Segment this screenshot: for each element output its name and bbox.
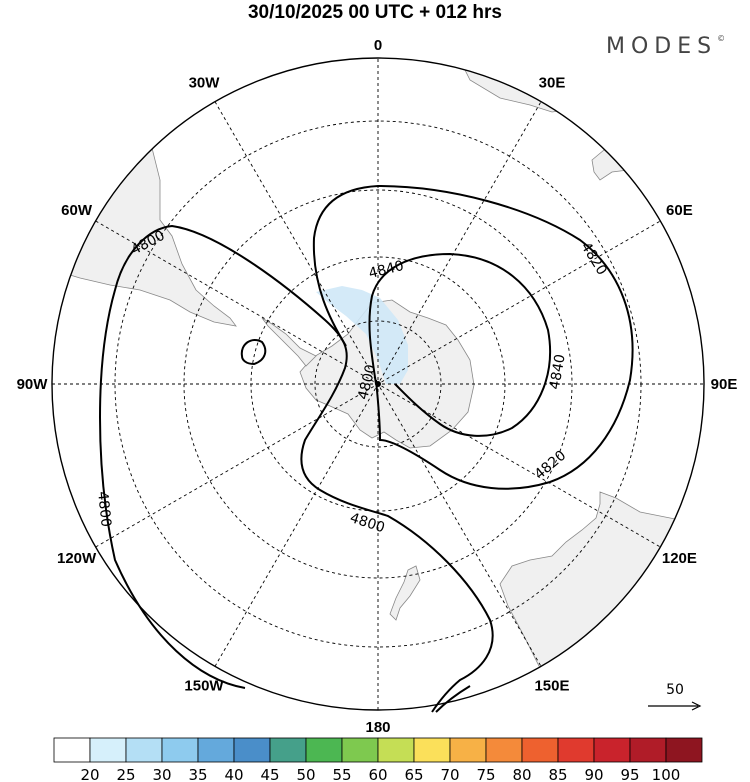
colorbar-tick-label: 55: [332, 766, 351, 782]
height-contours: [99, 184, 634, 713]
longitude-label: 0: [374, 37, 382, 54]
contour-label: 4840: [547, 353, 569, 391]
map-title: 30/10/2025 00 UTC + 012 hrs: [247, 2, 503, 23]
brand-mark: ©: [717, 34, 726, 43]
longitude-label: 120W: [57, 550, 97, 567]
colorbar-swatch: [449, 737, 487, 763]
colorbar-tick-label: 40: [224, 766, 243, 782]
modes-logo: MODES©: [606, 34, 725, 59]
colorbar-ticks: 20 25 30 35 40 45 50 55 60 65 70 75 80 85 90 95 100: [80, 766, 680, 782]
lat-circle: [183, 189, 573, 579]
longitude-label: 150W: [184, 677, 224, 694]
longitude-label: 30E: [539, 75, 566, 92]
colorbar-tick-label: 80: [512, 766, 531, 782]
longitude-label: 30W: [189, 75, 221, 92]
new-zealand-landmass: [389, 565, 421, 621]
contour-label: 4800: [94, 491, 114, 528]
colorbar-tick-label: 60: [368, 766, 387, 782]
shaded-field: [316, 286, 408, 384]
colorbar-swatch: [161, 737, 199, 763]
colorbar-tick-label: 100: [652, 766, 681, 782]
colorbar-swatch: [377, 737, 415, 763]
colorbar-swatch: [125, 737, 163, 763]
contour-4820: [312, 184, 634, 490]
colorbar-swatch: [629, 737, 667, 763]
madagascar-landmass: [591, 149, 641, 181]
contour-4800-corner: [435, 685, 471, 713]
wind-reference: 50: [648, 682, 702, 711]
longitude-label: 60W: [61, 202, 93, 219]
colorbar-tick-label: 35: [188, 766, 207, 782]
longitude-label: 120E: [662, 550, 697, 567]
contour-4800-outer: [99, 224, 494, 713]
colorbar-swatch: [485, 737, 523, 763]
colorbar-swatch: [197, 737, 235, 763]
colorbar-tick-label: 45: [260, 766, 279, 782]
colorbar-tick-label: 85: [548, 766, 567, 782]
lat-circle: [314, 320, 442, 448]
colorbar-swatch: [413, 737, 451, 763]
longitude-label: 90E: [711, 376, 738, 393]
colorbar-swatch: [557, 737, 595, 763]
colorbar-tick-label: 20: [80, 766, 99, 782]
longitude-labels: 0 30E 60E 90E 120E 150E 180 150W 120W 90W 60W 30W: [17, 37, 738, 736]
contour-label: 4820: [577, 239, 609, 278]
colorbar-tick-label: 50: [296, 766, 315, 782]
colorbar-swatch: [89, 737, 127, 763]
longitude-label: 180: [365, 719, 390, 736]
colorbar-tick-label: 70: [440, 766, 459, 782]
colorbar-swatch: [665, 737, 703, 763]
arrow-head-icon: [691, 701, 702, 711]
longitude-label: 90W: [17, 376, 49, 393]
map-frame: [51, 57, 705, 711]
colorbar-swatch: [521, 737, 559, 763]
colorbar-tick-label: 30: [152, 766, 171, 782]
contour-label: 4820: [532, 448, 570, 483]
colorbar-tick-label: 90: [584, 766, 603, 782]
pole-marker: [375, 381, 381, 387]
colorbar-swatch: [593, 737, 631, 763]
antarctic-peninsula: [261, 317, 317, 367]
brand-name: MODES: [606, 34, 718, 59]
contour-4800-island: [240, 338, 267, 366]
contour-label: 4840: [367, 258, 405, 282]
colorbar-tick-label: 95: [620, 766, 639, 782]
colorbar-swatch: [305, 737, 343, 763]
colorbar-tick-label: 25: [116, 766, 135, 782]
colorbar-swatch: [53, 737, 91, 763]
contour-4840: [368, 252, 552, 437]
africa-landmass: [449, 58, 621, 113]
colorbar-swatch: [233, 737, 271, 763]
colorbar-tick-label: 65: [404, 766, 423, 782]
colorbar-tick-label: 75: [476, 766, 495, 782]
colorbar: [53, 737, 703, 763]
colorbar-swatch: [269, 737, 307, 763]
longitude-label: 60E: [666, 202, 693, 219]
land-layer: [52, 58, 704, 701]
longitude-label: 150E: [534, 677, 569, 694]
wind-reference-label: 50: [666, 682, 684, 698]
colorbar-swatch: [341, 737, 379, 763]
